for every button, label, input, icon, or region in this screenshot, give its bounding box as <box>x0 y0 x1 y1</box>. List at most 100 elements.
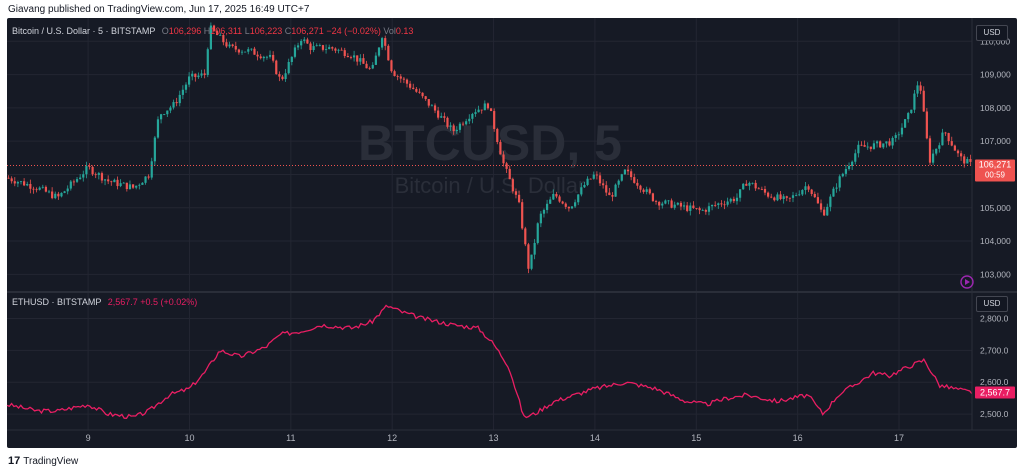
btc-candle <box>673 201 676 210</box>
btc-candle <box>707 202 711 216</box>
btc-candle <box>605 181 608 196</box>
btc-candle <box>427 99 430 108</box>
btc-last-price-text: 106,271 <box>979 159 1012 169</box>
volume-value: 0.13 <box>395 26 414 36</box>
btc-candle <box>480 109 483 114</box>
btc-candle <box>26 181 29 187</box>
btc-candle <box>795 192 798 197</box>
btc-candle <box>829 194 832 212</box>
btc-candle <box>570 206 574 210</box>
btc-candle <box>801 189 804 196</box>
btc-candle <box>433 103 437 114</box>
btc-candle <box>916 81 919 98</box>
btc-candle <box>163 113 166 116</box>
btc-candle <box>352 50 356 62</box>
btc-candle <box>321 44 325 52</box>
btc-candle <box>767 191 770 199</box>
btc-candle <box>23 178 26 187</box>
btc-candle <box>116 176 119 190</box>
btc-legend: Bitcoin / U.S. Dollar · 5 · BITSTAMP O 10… <box>12 26 413 36</box>
eth-legend: ETHUSD · BITSTAMP 2,567.7 +0.5 (+0.02%) <box>12 297 197 307</box>
btc-candle <box>19 180 23 185</box>
btc-candle <box>234 41 237 53</box>
x-tick-label: 10 <box>184 433 194 443</box>
btc-candle <box>598 172 602 187</box>
eth-last-value: 2,567.7 <box>107 297 138 307</box>
btc-candle <box>100 171 104 184</box>
btc-candle <box>483 100 486 111</box>
btc-candle <box>938 142 941 153</box>
btc-candle <box>178 90 181 107</box>
btc-candle <box>206 47 209 78</box>
btc-candle <box>69 179 72 191</box>
btc-candle <box>66 185 69 195</box>
btc-candle <box>966 156 969 164</box>
btc-candle <box>701 208 704 211</box>
btc-candle <box>412 83 415 90</box>
btc-candle <box>169 105 172 114</box>
btc-candle <box>717 202 720 209</box>
btc-candle <box>362 53 365 64</box>
replay-icon[interactable] <box>960 275 974 289</box>
btc-candle <box>13 177 16 187</box>
btc-candle <box>592 171 595 180</box>
brand-name: TradingView <box>23 455 79 467</box>
btc-candle <box>723 200 726 210</box>
btc-candle <box>396 74 399 81</box>
btc-candle <box>465 118 468 126</box>
high-label: H <box>203 26 211 36</box>
btc-candle <box>536 222 539 245</box>
change-value: −24 (−0.02%) <box>326 26 381 36</box>
btc-candle <box>742 183 745 190</box>
close-value: 106,271 <box>291 26 324 36</box>
btc-candle <box>866 142 869 150</box>
btc-candle <box>57 191 60 200</box>
btc-candle <box>844 164 848 177</box>
btc-candle <box>614 183 617 197</box>
btc-currency-button[interactable]: USD <box>976 25 1008 41</box>
eth-symbol-label[interactable]: ETHUSD · BITSTAMP <box>12 297 102 307</box>
btc-candle <box>446 116 449 129</box>
btc-candle <box>219 32 222 36</box>
btc-candle <box>240 49 244 55</box>
btc-symbol-label[interactable]: Bitcoin / U.S. Dollar · 5 · BITSTAMP <box>12 26 156 36</box>
btc-candle <box>841 172 844 178</box>
btc-candle <box>390 59 393 73</box>
btc-candle <box>851 160 854 170</box>
btc-candle <box>63 190 66 194</box>
x-tick-label: 14 <box>590 433 600 443</box>
btc-candle <box>633 173 636 184</box>
btc-candle <box>760 186 763 191</box>
btc-candle <box>754 180 757 191</box>
btc-candle <box>315 43 318 47</box>
btc-candle <box>41 184 44 189</box>
btc-candle <box>184 82 188 94</box>
btc-candle <box>122 181 125 184</box>
btc-candle <box>642 188 645 194</box>
btc-candle <box>377 47 381 58</box>
btc-candle <box>300 39 303 50</box>
btc-candle <box>159 113 163 124</box>
btc-candle <box>474 108 477 117</box>
eth-currency-button[interactable]: USD <box>976 296 1008 312</box>
btc-candle <box>337 48 340 54</box>
eth-series <box>6 304 973 419</box>
grid-layer <box>7 18 972 430</box>
btc-candle <box>349 55 353 60</box>
btc-y-tick-label: 110,000 <box>980 36 1010 46</box>
btc-candle <box>776 192 779 202</box>
btc-candle <box>779 191 782 201</box>
btc-candle <box>704 208 707 215</box>
publish-header: Giavang published on TradingView.com, Ju… <box>8 4 310 15</box>
eth-y-tick-label: 2,500.0 <box>980 409 1009 419</box>
btc-candle <box>580 182 583 197</box>
btc-candle <box>505 161 508 174</box>
btc-candle <box>630 168 633 181</box>
btc-candle <box>256 51 259 61</box>
btc-candle <box>804 182 807 195</box>
tradingview-logo-icon: 17 <box>8 455 21 467</box>
open-label: O <box>161 26 169 36</box>
btc-candle <box>555 191 558 199</box>
btc-candle <box>188 72 191 88</box>
